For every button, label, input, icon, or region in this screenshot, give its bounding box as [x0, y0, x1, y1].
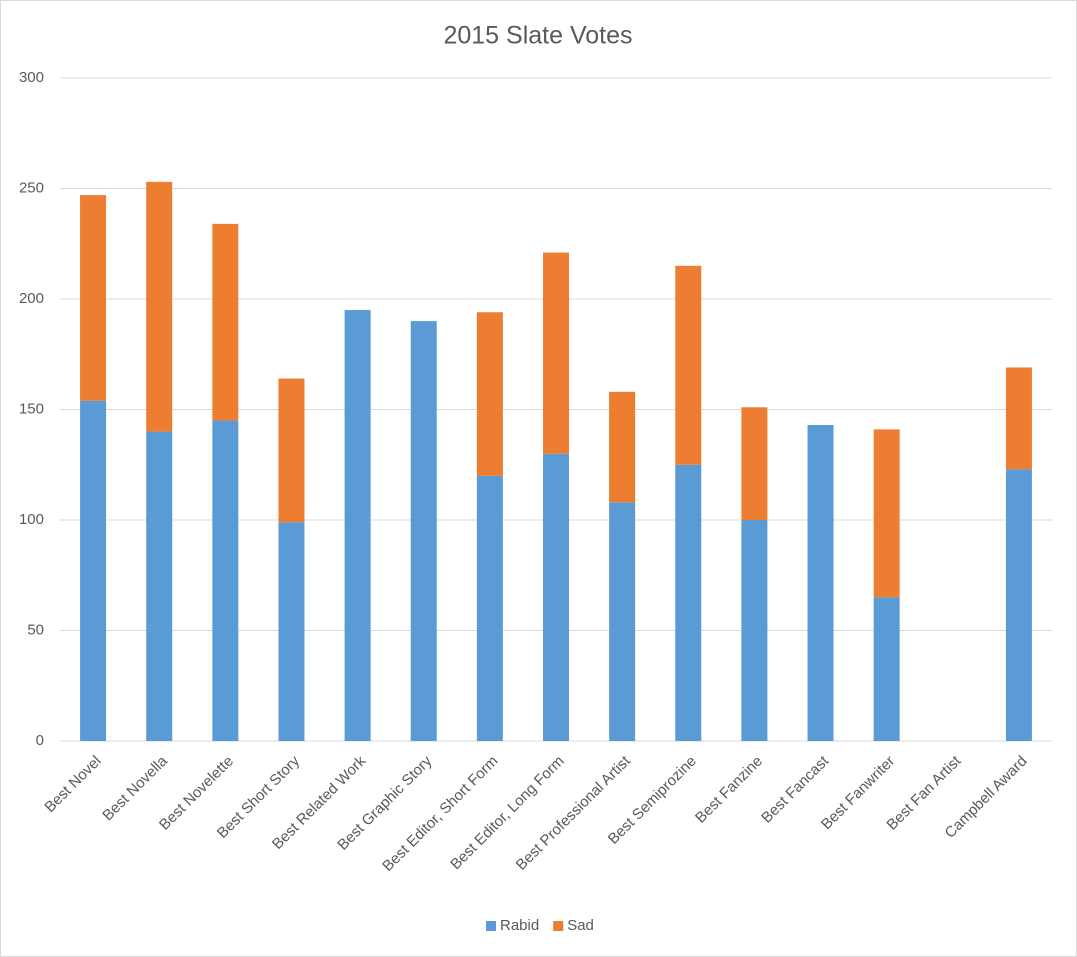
- bar-segment: [873, 597, 900, 741]
- bar-segment: [278, 378, 305, 523]
- bar-segment: [543, 252, 569, 454]
- bar-segment: [609, 391, 636, 503]
- legend-label: Rabid: [500, 917, 539, 934]
- bar-segment: [1005, 367, 1032, 470]
- legend-label: Sad: [567, 917, 594, 934]
- bar-segment: [873, 429, 900, 598]
- bar-segment: [278, 522, 305, 741]
- bar-segment: [80, 195, 107, 401]
- bar-segment: [212, 420, 239, 741]
- bar-segment: [543, 453, 569, 741]
- bar-segment: [675, 464, 702, 741]
- bar-segment: [476, 312, 503, 476]
- bar-segment: [1005, 469, 1032, 741]
- y-tick-label: 0: [36, 732, 44, 749]
- chart-title: 2015 Slate Votes: [443, 22, 632, 50]
- bar-segment: [146, 181, 173, 432]
- bar-segment: [212, 223, 239, 421]
- y-tick-label: 250: [19, 179, 44, 196]
- y-tick-label: 100: [19, 511, 44, 528]
- bar-segment: [476, 475, 503, 741]
- bar-segment: [609, 502, 636, 741]
- y-tick-label: 50: [27, 621, 44, 638]
- bar-segment: [741, 520, 768, 741]
- y-tick-label: 150: [19, 400, 44, 417]
- legend-swatch: [553, 921, 564, 931]
- legend-swatch: [486, 921, 496, 931]
- bar-segment: [80, 400, 107, 741]
- bar-segment: [344, 310, 371, 741]
- bar-segment: [410, 321, 437, 741]
- bar-segment: [675, 265, 702, 465]
- bar-segment: [146, 431, 173, 741]
- y-tick-label: 200: [19, 290, 44, 307]
- bar-segment: [807, 424, 834, 741]
- y-tick-label: 300: [19, 69, 44, 86]
- bar-segment: [741, 407, 768, 520]
